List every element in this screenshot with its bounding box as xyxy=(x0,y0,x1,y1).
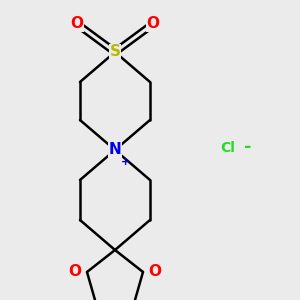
Text: +: + xyxy=(120,157,130,167)
Text: O: O xyxy=(70,16,83,32)
Text: N: N xyxy=(109,142,122,158)
Text: O: O xyxy=(148,265,161,280)
Text: -: - xyxy=(244,138,252,156)
Text: Cl: Cl xyxy=(220,141,236,155)
Text: S: S xyxy=(110,44,121,59)
Text: O: O xyxy=(146,16,160,32)
Text: O: O xyxy=(68,265,82,280)
